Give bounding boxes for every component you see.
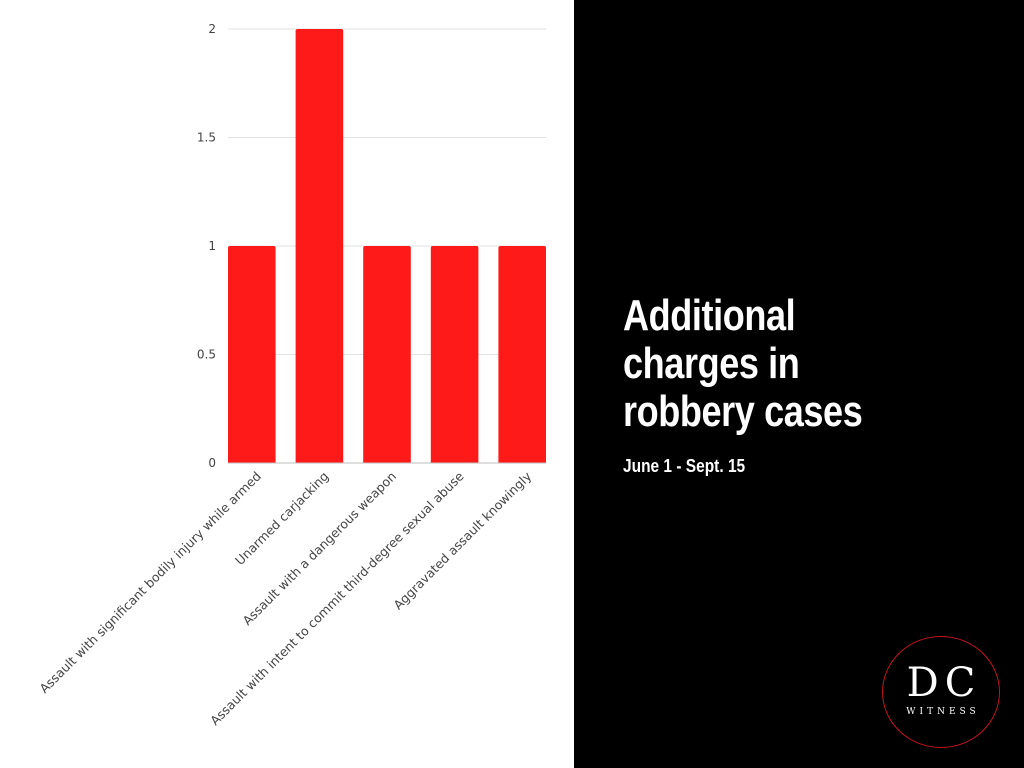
x-category-label: Assault with significant bodily injury w…: [36, 469, 264, 697]
bar-chart: 0 0.5 1 1.5 2 Assault with significant bodily…: [36, 22, 546, 728]
bar: [228, 246, 276, 463]
dc-witness-logo: DC WITNESS: [882, 636, 1000, 748]
x-category-label: Aggravated assault knowingly: [390, 468, 534, 612]
bar: [295, 29, 344, 463]
bar: [498, 246, 546, 463]
y-tick-label: 0.5: [197, 348, 216, 362]
y-tick-label: 1.5: [197, 131, 216, 145]
x-category-label: Assault with intent to commit third-degr…: [207, 468, 467, 728]
logo-sub-text: WITNESS: [906, 707, 980, 717]
chart-title: Additional charges in robbery cases: [623, 291, 863, 436]
bar: [430, 246, 479, 463]
chart-panel: 0 0.5 1 1.5 2 Assault with significant bodily…: [36, 22, 546, 729]
y-tick-label: 1: [208, 239, 216, 253]
y-tick-label: 2: [208, 22, 216, 36]
title-panel: Additional charges in robbery cases June…: [574, 0, 1024, 768]
y-tick-label: 0: [208, 456, 216, 470]
logo-main-text: DC: [906, 660, 982, 706]
date-range-subtitle: June 1 - Sept. 15: [623, 456, 746, 476]
bar: [363, 246, 411, 463]
